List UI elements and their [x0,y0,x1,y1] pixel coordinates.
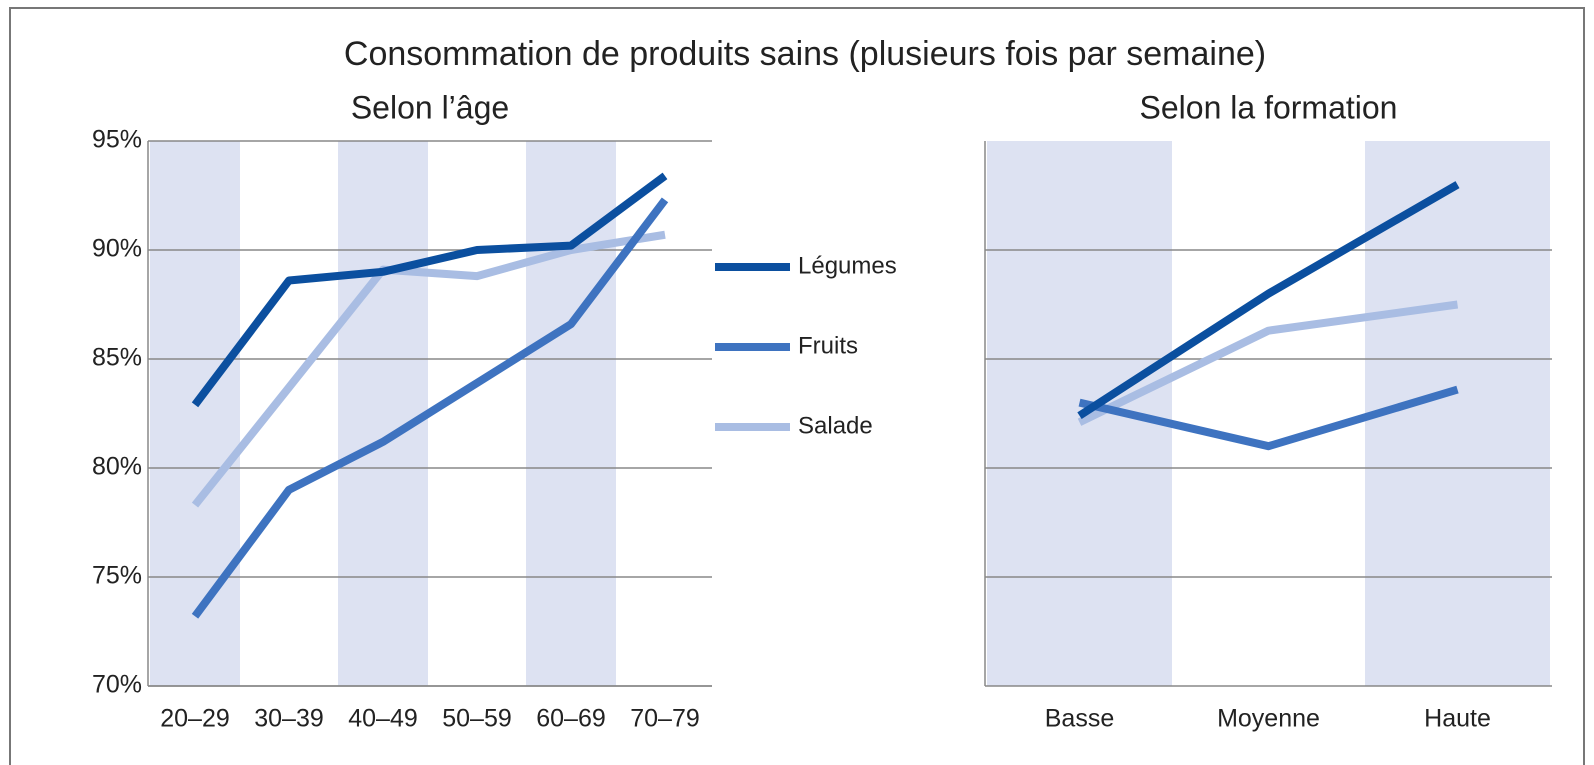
frame [9,7,1585,765]
y-tick-label: 90% [92,235,142,263]
legend-label: Salade [798,412,873,439]
x-tick-label: Moyenne [1217,705,1320,733]
band-shade [1365,141,1550,686]
band-shade [526,141,616,686]
x-tick-label: Basse [1045,705,1114,733]
y-tick-label: 80% [92,453,142,481]
series-line [191,172,668,408]
legend-label: Fruits [798,332,858,359]
x-tick-label: 20–29 [160,705,230,733]
x-tick-label: 50–59 [442,705,512,733]
x-tick-label: 40–49 [348,705,418,733]
subplot-title: Selon l’âge [351,89,509,125]
series-line [191,197,669,619]
x-tick-label: Haute [1424,705,1491,733]
legend-label: Légumes [798,252,897,279]
x-tick-label: 30–39 [254,705,324,733]
series-line [191,230,666,508]
y-tick-label: 85% [92,344,142,372]
series-line [1077,181,1460,420]
band-shade [338,141,428,686]
figure-title: Consommation de produits sains (plusieur… [344,35,1266,73]
x-tick-label: 70–79 [630,705,700,733]
y-tick-label: 70% [92,671,142,699]
y-tick-label: 75% [92,562,142,590]
series-line [1078,385,1459,451]
band-shade [150,141,240,686]
subplot-title: Selon la formation [1140,89,1398,125]
series-line [1077,300,1459,426]
x-tick-label: 60–69 [536,705,606,733]
y-tick-label: 95% [92,126,142,154]
